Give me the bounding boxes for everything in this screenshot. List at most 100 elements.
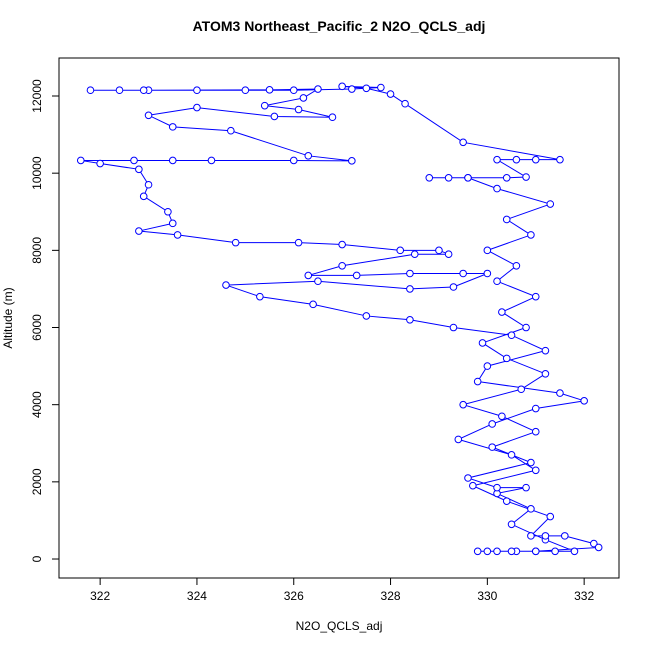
data-point	[314, 85, 322, 93]
data-point	[459, 400, 467, 409]
x-axis-label: N2O_QCLS_adj	[296, 619, 383, 633]
data-point	[289, 156, 298, 165]
data-point	[493, 483, 501, 492]
data-point	[531, 466, 540, 475]
data-point	[449, 323, 458, 332]
data-point	[289, 86, 298, 95]
data-point	[362, 84, 371, 93]
data-point	[348, 85, 356, 93]
data-point	[314, 277, 322, 286]
data-point	[507, 331, 516, 340]
data-point	[304, 271, 313, 280]
data-point	[464, 174, 472, 182]
data-point	[527, 532, 535, 540]
data-point	[377, 83, 385, 92]
data-point	[551, 547, 559, 556]
data-point	[507, 547, 516, 556]
x-tick-label: 322	[90, 589, 110, 603]
chart-title: ATOM3 Northeast_Pacific_2 N2O_QCLS_adj	[193, 18, 486, 34]
data-point	[594, 543, 603, 552]
data-point	[256, 292, 264, 301]
data-point	[304, 152, 313, 160]
y-tick-label: 12000	[30, 79, 44, 113]
data-point	[502, 497, 511, 505]
data-point	[517, 385, 526, 394]
data-point	[531, 292, 540, 301]
data-point	[139, 192, 148, 201]
data-point	[546, 512, 555, 521]
data-point	[362, 312, 371, 320]
data-point	[478, 339, 487, 347]
data-point	[473, 547, 482, 556]
data-point	[241, 86, 250, 95]
data-point	[309, 300, 317, 309]
data-point	[444, 174, 453, 182]
data-point	[270, 112, 279, 121]
data-point	[386, 90, 395, 98]
y-tick-label: 2000	[30, 468, 44, 495]
data-point	[483, 547, 492, 556]
data-point	[135, 165, 143, 174]
data-point	[488, 420, 496, 428]
data-point	[531, 427, 540, 436]
data-point	[86, 86, 95, 95]
data-point	[531, 155, 540, 164]
data-point	[144, 111, 153, 120]
data-point	[173, 231, 182, 239]
data-point	[96, 159, 104, 168]
data-point	[502, 354, 511, 363]
data-point	[498, 308, 506, 316]
data-point	[130, 156, 138, 165]
data-point	[459, 269, 467, 278]
plot-frame	[58, 57, 620, 579]
data-point	[493, 277, 501, 286]
data-point	[168, 123, 177, 131]
y-tick-label: 6000	[30, 314, 44, 341]
data-point	[260, 101, 269, 110]
data-point	[469, 481, 477, 490]
x-tick-label: 324	[187, 589, 207, 603]
x-tick-label: 332	[574, 589, 594, 603]
data-point	[444, 250, 453, 259]
y-axis-label: Altitude (m)	[1, 287, 15, 348]
data-point	[493, 155, 501, 164]
data-point	[207, 156, 216, 165]
y-tick-label: 0	[30, 555, 44, 562]
data-point	[473, 377, 482, 386]
data-point	[570, 547, 579, 556]
x-tick-label: 326	[284, 589, 304, 603]
data-point	[464, 474, 472, 482]
data-point	[459, 138, 467, 147]
data-point	[527, 505, 535, 513]
data-point	[527, 458, 535, 467]
data-point	[168, 219, 177, 228]
data-point	[483, 269, 492, 278]
data-point	[222, 281, 230, 289]
x-tick-label: 330	[477, 589, 497, 603]
data-point	[556, 389, 564, 397]
data-point	[193, 86, 201, 95]
data-point	[139, 86, 148, 95]
data-point	[502, 174, 511, 182]
data-point	[401, 99, 409, 108]
data-point	[454, 435, 463, 444]
data-point	[522, 173, 530, 181]
y-tick-label: 10000	[30, 156, 44, 190]
data-point	[231, 238, 240, 247]
data-point	[164, 207, 172, 216]
data-point	[541, 532, 550, 540]
data-point	[168, 156, 177, 165]
data-point	[227, 126, 235, 135]
data-point	[527, 231, 535, 239]
data-point	[546, 200, 555, 208]
data-point	[435, 246, 443, 255]
data-point	[406, 315, 414, 324]
data-point	[590, 539, 598, 548]
data-point	[338, 261, 346, 270]
data-point	[144, 180, 153, 189]
data-point	[115, 86, 124, 95]
data-point	[507, 451, 516, 459]
data-point	[406, 285, 414, 293]
data-point	[580, 397, 588, 405]
